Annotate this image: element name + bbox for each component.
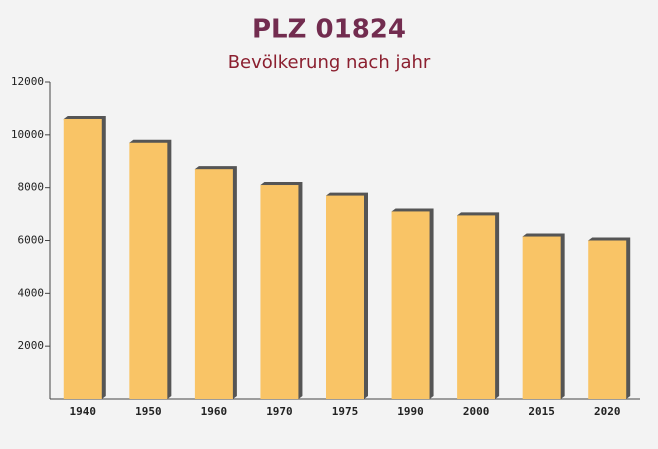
chart-subtitle: Bevölkerung nach jahr — [228, 52, 431, 73]
bar — [260, 185, 299, 399]
bar — [63, 118, 102, 399]
bar — [588, 240, 627, 399]
bar — [129, 142, 168, 399]
x-tick-label: 2015 — [528, 405, 555, 418]
x-tick-label: 1960 — [201, 405, 228, 418]
y-tick-label: 10000 — [11, 128, 44, 141]
bar — [194, 169, 233, 399]
bar — [391, 211, 430, 399]
y-tick-label: 4000 — [18, 286, 45, 299]
x-tick-label: 1970 — [266, 405, 293, 418]
y-tick-label: 8000 — [18, 181, 45, 194]
bar — [326, 195, 364, 399]
x-tick-label: 2020 — [594, 405, 621, 418]
y-tick-label: 6000 — [18, 234, 45, 247]
bar — [457, 215, 496, 399]
x-tick-label: 1990 — [397, 405, 424, 418]
chart-title: PLZ 01824 — [252, 15, 406, 45]
y-tick-label: 2000 — [18, 339, 45, 352]
x-tick-label: 1975 — [332, 405, 359, 418]
x-tick-label: 2000 — [463, 405, 490, 418]
y-tick-label: 12000 — [11, 75, 44, 88]
x-tick-label: 1940 — [70, 405, 97, 418]
bar — [522, 236, 561, 399]
x-tick-label: 1950 — [135, 405, 162, 418]
